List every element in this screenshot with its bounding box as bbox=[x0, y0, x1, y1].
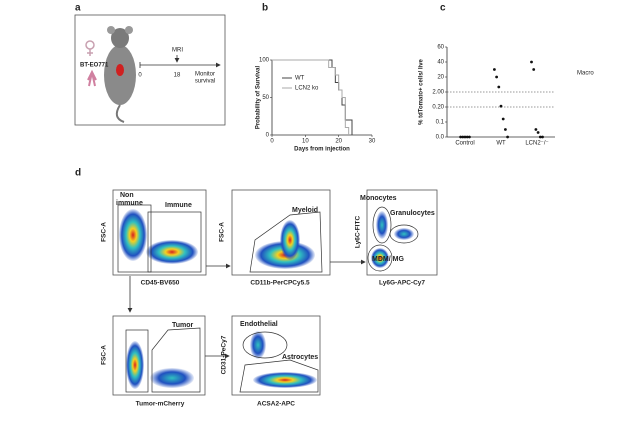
gate-label: Immune bbox=[165, 202, 192, 209]
data-dot bbox=[536, 131, 540, 134]
data-dot bbox=[541, 135, 544, 139]
gate-label: Endothelial bbox=[240, 321, 278, 328]
data-dot bbox=[495, 75, 498, 79]
x-tick-label: 30 bbox=[369, 139, 376, 145]
y-tick-label: 50 bbox=[262, 95, 269, 101]
x-tick-label: Control bbox=[455, 141, 474, 147]
x-axis-label: Days from injection bbox=[294, 147, 350, 153]
y-axis-label: FSC-A bbox=[101, 345, 108, 365]
timeline-end: survival bbox=[195, 79, 215, 85]
panel-a-box bbox=[74, 14, 226, 126]
x-axis-label: Tumor-mCherry bbox=[136, 401, 185, 408]
panel-label: b bbox=[262, 3, 268, 14]
data-dot bbox=[534, 128, 538, 131]
data-dot bbox=[499, 104, 503, 108]
gate-label: Astrocytes bbox=[282, 354, 318, 361]
flow-plot-1 bbox=[112, 189, 207, 276]
data-dot bbox=[532, 68, 536, 71]
gate-label: Granulocytes bbox=[390, 210, 435, 217]
cell-line: BT-EO771 bbox=[80, 63, 109, 69]
panel-label: c bbox=[440, 3, 446, 14]
x-axis-label: CD45-BV650 bbox=[141, 280, 180, 287]
legend-label: LCN2 ko bbox=[295, 86, 319, 92]
annotation: Macro bbox=[577, 71, 594, 77]
gate-label: Tumor bbox=[172, 322, 194, 329]
y-axis-label: FSC-A bbox=[101, 222, 108, 242]
gate-label: Myeloid bbox=[292, 207, 318, 214]
y-tick-label: 0.20 bbox=[432, 105, 444, 111]
survival-curve bbox=[272, 59, 353, 135]
gate-label: Monocytes bbox=[360, 195, 397, 202]
y-tick-label: 2.00 bbox=[432, 90, 444, 96]
panel-label: d bbox=[75, 168, 81, 179]
data-dot bbox=[538, 135, 542, 139]
legend-label: WT bbox=[295, 76, 305, 82]
x-tick-label: 0 bbox=[270, 139, 274, 145]
mouse-illustration bbox=[85, 26, 136, 123]
x-axis-label: CD11b-PerCPCy5.5 bbox=[250, 280, 310, 287]
data-dot bbox=[493, 68, 496, 71]
y-axis-label: % tdTomato+ cells/ live bbox=[419, 58, 425, 124]
timeline-tick-label: 18 bbox=[174, 73, 181, 79]
y-tick-label: 20 bbox=[437, 75, 444, 81]
x-tick-label: 20 bbox=[335, 139, 342, 145]
flow-plot-3 bbox=[366, 189, 438, 276]
data-dot bbox=[465, 135, 469, 139]
x-axis-label: ACSA2-APC bbox=[257, 401, 295, 408]
data-dot bbox=[463, 135, 467, 139]
y-tick-label: 40 bbox=[437, 60, 444, 66]
timeline-end: Monitor bbox=[195, 72, 215, 78]
panel-label: a bbox=[75, 3, 81, 14]
y-tick-label: 0 bbox=[266, 133, 270, 139]
data-dot bbox=[501, 117, 505, 121]
flow-plot-2 bbox=[231, 189, 331, 276]
data-dot bbox=[461, 135, 465, 139]
timeline-event: MRI bbox=[172, 48, 183, 54]
y-tick-label: 100 bbox=[259, 58, 270, 64]
timeline-tick-label: 0 bbox=[138, 73, 142, 79]
data-dot bbox=[468, 135, 471, 139]
y-axis-label: FSC-A bbox=[219, 222, 226, 242]
data-dot bbox=[504, 128, 507, 131]
x-tick-label: 10 bbox=[302, 139, 309, 145]
flow-plot-4 bbox=[112, 315, 206, 396]
data-dot bbox=[497, 85, 501, 89]
survival-curve bbox=[272, 59, 350, 135]
y-tick-label: 0.0 bbox=[436, 135, 445, 141]
y-tick-label: 0.1 bbox=[436, 120, 445, 126]
data-dot bbox=[506, 135, 509, 139]
gate-label: MDM/ MG bbox=[372, 256, 404, 263]
flow-plot-5 bbox=[231, 315, 321, 396]
y-tick-label: 60 bbox=[437, 45, 444, 51]
x-tick-label: LCN2⁻/⁻ bbox=[525, 141, 548, 147]
x-tick-label: WT bbox=[496, 141, 506, 147]
y-axis-label: Probability of Survival bbox=[256, 65, 262, 129]
x-axis-label: Ly6G-APC-Cy7 bbox=[379, 280, 425, 287]
data-dot bbox=[530, 60, 533, 64]
gate-label: immune bbox=[116, 200, 143, 207]
data-dot bbox=[459, 135, 462, 139]
gate-label: Non bbox=[120, 192, 134, 199]
y-axis-label: CD31-PeCy7 bbox=[221, 335, 228, 374]
y-axis-label: Ly6C-FITC bbox=[355, 216, 362, 249]
